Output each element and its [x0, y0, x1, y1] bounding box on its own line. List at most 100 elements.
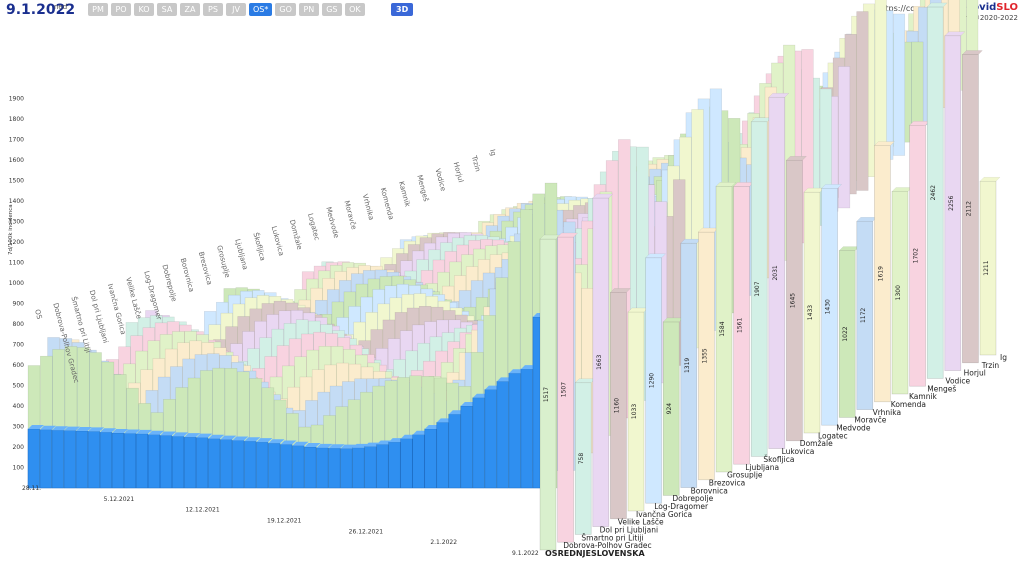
- region-tab[interactable]: PN: [298, 3, 319, 16]
- front-bar: [424, 428, 437, 489]
- front-bar: [63, 430, 76, 489]
- back-region-label: Vrhnika: [361, 193, 376, 221]
- category-label: Ig: [1000, 353, 1007, 362]
- region-tab[interactable]: ZA: [180, 3, 200, 16]
- front-bar-top: [256, 438, 273, 443]
- region-tab[interactable]: SA: [157, 3, 177, 16]
- y-tick-label: 600: [13, 362, 25, 369]
- latest-value-label: 2256: [948, 195, 955, 210]
- latest-value-label: 924: [666, 403, 673, 415]
- front-bar-top: [184, 433, 201, 438]
- x-tick-label: 12.12.2021: [185, 507, 220, 514]
- region-tab[interactable]: JV: [226, 3, 246, 16]
- view-3d-button[interactable]: 3D: [391, 3, 414, 16]
- front-bar: [328, 447, 341, 489]
- region-tab[interactable]: PS: [203, 3, 223, 16]
- back-region-label: Logatec: [306, 212, 321, 241]
- x-tick-label: 2.1.2022: [430, 539, 457, 546]
- category-label: Lukovica: [782, 447, 815, 456]
- region-tab[interactable]: GO: [275, 3, 296, 16]
- front-bar-top: [52, 426, 69, 431]
- latest-value-label: 1645: [789, 293, 796, 308]
- category-label: Vodice: [945, 377, 970, 386]
- y-tick-label: 1500: [9, 178, 24, 185]
- latest-value-label: 1663: [596, 354, 603, 369]
- front-bar: [412, 434, 425, 489]
- y-tick-label: 1600: [9, 157, 24, 164]
- category-label: Škofljica: [763, 455, 794, 464]
- x-tick-label: 19.12.2021: [267, 518, 302, 525]
- category-label: Komenda: [891, 400, 926, 409]
- front-bar-top: [28, 424, 45, 429]
- front-bar: [147, 434, 161, 489]
- latest-value-label: 1300: [895, 285, 902, 300]
- y-tick-label: 700: [13, 342, 25, 349]
- back-region-label: Grosuplje: [215, 244, 231, 278]
- latest-value-label: 1022: [842, 326, 849, 341]
- back-region-label: Lukovica: [270, 225, 286, 257]
- category-label: Ljubljana: [745, 463, 779, 472]
- latest-value-label: 1584: [719, 321, 726, 336]
- region-tab[interactable]: OK: [344, 3, 365, 16]
- back-region-label: Borovnica: [179, 257, 196, 293]
- region-tab[interactable]: GS: [321, 3, 342, 16]
- front-bar: [232, 440, 245, 489]
- front-bar-top: [124, 429, 141, 434]
- y-tick-label: 1900: [9, 96, 24, 103]
- front-bar: [160, 435, 173, 489]
- y-tick-label: 1800: [9, 116, 24, 123]
- weekday-label: ned: [54, 3, 68, 11]
- back-region-label: Moravče: [342, 200, 357, 231]
- region-tab[interactable]: OS*: [249, 3, 273, 16]
- category-label: Domžale: [800, 439, 833, 448]
- front-bar: [448, 413, 461, 489]
- front-bar-top: [88, 427, 105, 432]
- front-bar-top: [268, 439, 285, 444]
- region-tabs: PM PO KO SA ZA PS JV OS* GO PN GS OK: [88, 3, 365, 16]
- front-bar: [208, 438, 221, 489]
- region-tab[interactable]: KO: [134, 3, 154, 16]
- front-bar: [484, 389, 497, 489]
- category-label: Dol pri Ljubljani: [600, 525, 659, 534]
- latest-value-label: 758: [578, 453, 585, 465]
- latest-value-bar-top: [838, 246, 860, 251]
- front-bar: [352, 447, 365, 489]
- x-tick-label: 9.1.2022: [512, 550, 539, 557]
- latest-value-label: 1160: [613, 398, 620, 413]
- date-title: 9.1.2022: [6, 2, 76, 18]
- back-region-label: Horjul: [452, 161, 465, 183]
- region-tab[interactable]: PO: [111, 3, 131, 16]
- front-bar-top: [244, 437, 261, 442]
- category-label: Medvode: [836, 424, 871, 433]
- front-bar-top: [76, 427, 93, 432]
- latest-value-bar-top: [944, 31, 966, 36]
- region-tab[interactable]: PM: [88, 3, 108, 16]
- latest-value-label: 1907: [754, 281, 761, 296]
- x-tick-label: 26.12.2021: [349, 528, 384, 535]
- y-tick-label: 400: [13, 403, 25, 410]
- front-bar: [39, 429, 52, 489]
- latest-value-label: 2112: [965, 201, 972, 216]
- latest-value-label: 1430: [825, 299, 832, 314]
- y-tick-label: 500: [13, 383, 25, 390]
- latest-value-bar-top: [979, 177, 1001, 182]
- x-tick-label: 5.12.2021: [104, 496, 135, 503]
- front-bar: [196, 437, 209, 489]
- back-region-label: OS: [33, 308, 43, 320]
- latest-value-label: 2462: [930, 185, 937, 200]
- back-region-label: Trzin: [470, 154, 482, 173]
- category-label: Brezovica: [709, 478, 745, 487]
- category-label: OSREDNJESLOVENSKA: [545, 549, 645, 558]
- front-bar: [87, 431, 100, 489]
- front-bar-top: [220, 435, 237, 440]
- front-bar-top: [148, 430, 165, 435]
- front-bar-top: [292, 441, 309, 446]
- back-region-label: Ig: [488, 148, 497, 156]
- front-bar-top: [328, 444, 345, 449]
- category-label: Vrhnika: [873, 408, 901, 417]
- back-region-label: Brezovica: [197, 251, 214, 286]
- front-bar: [316, 447, 329, 489]
- latest-value-bar-top: [768, 92, 790, 98]
- latest-value-bar-top: [592, 193, 614, 199]
- back-region-label: Ivančna Gorica: [106, 283, 127, 336]
